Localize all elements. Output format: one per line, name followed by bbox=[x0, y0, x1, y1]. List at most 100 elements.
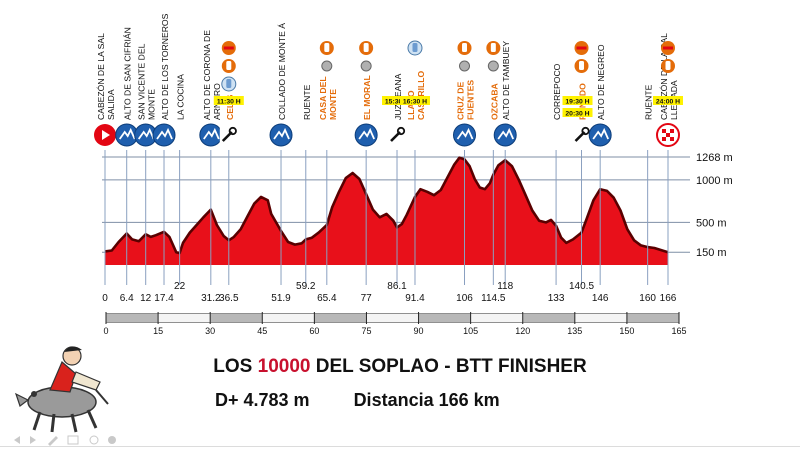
km-label: 51.9 bbox=[271, 293, 291, 304]
ruler-segment bbox=[106, 314, 159, 322]
meal-glyph bbox=[663, 46, 673, 50]
ruler-tick-label: 75 bbox=[361, 326, 371, 336]
flag-check bbox=[666, 133, 670, 137]
km-label: 114.5 bbox=[481, 293, 506, 304]
mountain-glyph bbox=[497, 127, 515, 140]
mountain-glyph bbox=[118, 127, 136, 140]
time-badge bbox=[562, 96, 593, 105]
ruler-tick-label: 60 bbox=[309, 326, 319, 336]
slides-grid-icon[interactable] bbox=[67, 435, 79, 445]
km-label: 118 bbox=[497, 281, 513, 292]
ruler-segment bbox=[314, 314, 367, 322]
ruler-tick-label: 150 bbox=[619, 326, 634, 336]
km-label: 77 bbox=[361, 293, 373, 304]
waypoint-name: COLLADO DE MONTE Á bbox=[277, 23, 287, 120]
ruler-segment bbox=[470, 314, 523, 322]
zoom-icon[interactable] bbox=[89, 435, 99, 445]
elevation-label: 150 m bbox=[696, 247, 727, 259]
route-stats: D+ 4.783 m Distancia 166 km bbox=[215, 390, 500, 411]
time-badge-label: 15:30 H bbox=[385, 99, 409, 106]
waypoint-name: ALTO DE NEGREO bbox=[596, 44, 606, 120]
slideshow-controls[interactable] bbox=[8, 434, 128, 446]
mountain-glyph bbox=[156, 127, 173, 140]
km-label: 86.1 bbox=[387, 281, 407, 292]
waypoint-name: ALTO DE LOS TORNEROS bbox=[160, 13, 170, 120]
km-label: 17.4 bbox=[154, 293, 174, 304]
elevation-gain-label: D+ 4.783 m bbox=[215, 390, 310, 410]
km-label: 146 bbox=[592, 293, 609, 304]
wrench-head bbox=[396, 126, 406, 136]
waypoint-name: LLANO bbox=[406, 90, 416, 120]
km-label: 166 bbox=[660, 293, 677, 304]
elevation-profile-ridge bbox=[104, 156, 669, 255]
waypoint-name: SAN VICENTE DEL bbox=[137, 43, 147, 120]
options-icon[interactable] bbox=[108, 436, 116, 444]
waypoint-name: EL MORAL bbox=[362, 75, 372, 120]
bottle-glyph bbox=[363, 43, 369, 52]
km-label: 0 bbox=[102, 293, 108, 304]
wrench-head bbox=[581, 126, 590, 136]
ruler-tick-label: 165 bbox=[671, 326, 686, 336]
ruler-segment bbox=[158, 314, 211, 322]
km-label: 160 bbox=[639, 293, 656, 304]
bottle-glyph bbox=[462, 43, 468, 52]
flag-check bbox=[662, 137, 666, 141]
info-dot-icon bbox=[487, 60, 499, 72]
flag-check bbox=[670, 137, 674, 141]
bottom-divider bbox=[0, 446, 800, 447]
chart-title: LOS 10000 DEL SOPLAO - BTT FINISHER bbox=[0, 356, 800, 378]
water-glyph bbox=[412, 43, 418, 52]
waypoint-name: CRUZ DE bbox=[456, 82, 466, 120]
km-label: 133 bbox=[548, 293, 565, 304]
elevation-label: 1268 m bbox=[696, 152, 733, 164]
elevation-label: 1000 m bbox=[696, 175, 733, 187]
elevation-profile-area bbox=[105, 157, 668, 265]
km-label: 91.4 bbox=[405, 293, 425, 304]
title-suffix: DEL SOPLAO - BTT FINISHER bbox=[310, 356, 587, 377]
ruler-segment bbox=[626, 314, 679, 322]
next-arrow-icon[interactable] bbox=[30, 436, 36, 444]
time-badge bbox=[653, 96, 683, 105]
pen-icon[interactable] bbox=[48, 436, 58, 446]
waypoint-name: RUENTE bbox=[302, 84, 312, 120]
time-badge-label: 11:30 H bbox=[217, 99, 241, 106]
km-label: 59.2 bbox=[296, 281, 316, 292]
play-glyph bbox=[102, 130, 110, 140]
time-badge bbox=[382, 96, 413, 105]
waypoint-name: CASTRILLO bbox=[416, 71, 426, 120]
waypoint-name: CASA DEL bbox=[318, 76, 328, 120]
ruler-segment bbox=[574, 314, 627, 322]
km-label: 65.4 bbox=[317, 293, 337, 304]
time-badge-label: 20:30 H bbox=[565, 111, 589, 118]
km-label: 12 bbox=[140, 293, 152, 304]
mountain-glyph bbox=[203, 127, 220, 140]
time-badge-label: 19:30 H bbox=[565, 99, 589, 106]
prev-arrow-icon[interactable] bbox=[14, 436, 20, 444]
cyclist-mascot-illustration bbox=[14, 346, 109, 433]
waypoint-name: OZCABA bbox=[489, 83, 499, 120]
ruler-segment bbox=[210, 314, 263, 322]
ruler-tick-label: 90 bbox=[414, 326, 424, 336]
mountain-glyph bbox=[592, 127, 609, 140]
waypoint-name: FUENTES bbox=[466, 80, 476, 120]
waypoint-name: CORREPOCO bbox=[552, 63, 562, 120]
waypoint-name: MONTE bbox=[147, 89, 157, 120]
time-badge bbox=[399, 96, 430, 105]
waypoint-name: ALTO DE SAN CIFRIÁN bbox=[123, 27, 133, 120]
waypoint-name: SALIDA bbox=[106, 89, 116, 120]
mountain-glyph bbox=[273, 127, 290, 140]
title-prefix: LOS bbox=[213, 356, 258, 377]
km-label: 31.2 bbox=[201, 293, 221, 304]
ruler-tick-label: 45 bbox=[257, 326, 267, 336]
waypoint-name: ALTO DE TAMBUEY bbox=[501, 41, 511, 120]
waypoint-name: RUENTE bbox=[644, 84, 654, 120]
flag-check bbox=[662, 129, 666, 133]
bottle-glyph bbox=[226, 61, 232, 70]
bottle-glyph bbox=[324, 43, 330, 52]
distance-label: Distancia 166 km bbox=[353, 390, 500, 410]
flag-check bbox=[670, 129, 674, 133]
time-badge-label: 16:30 H bbox=[403, 99, 427, 106]
bottle-glyph bbox=[490, 43, 496, 52]
bottle-glyph bbox=[665, 61, 671, 70]
